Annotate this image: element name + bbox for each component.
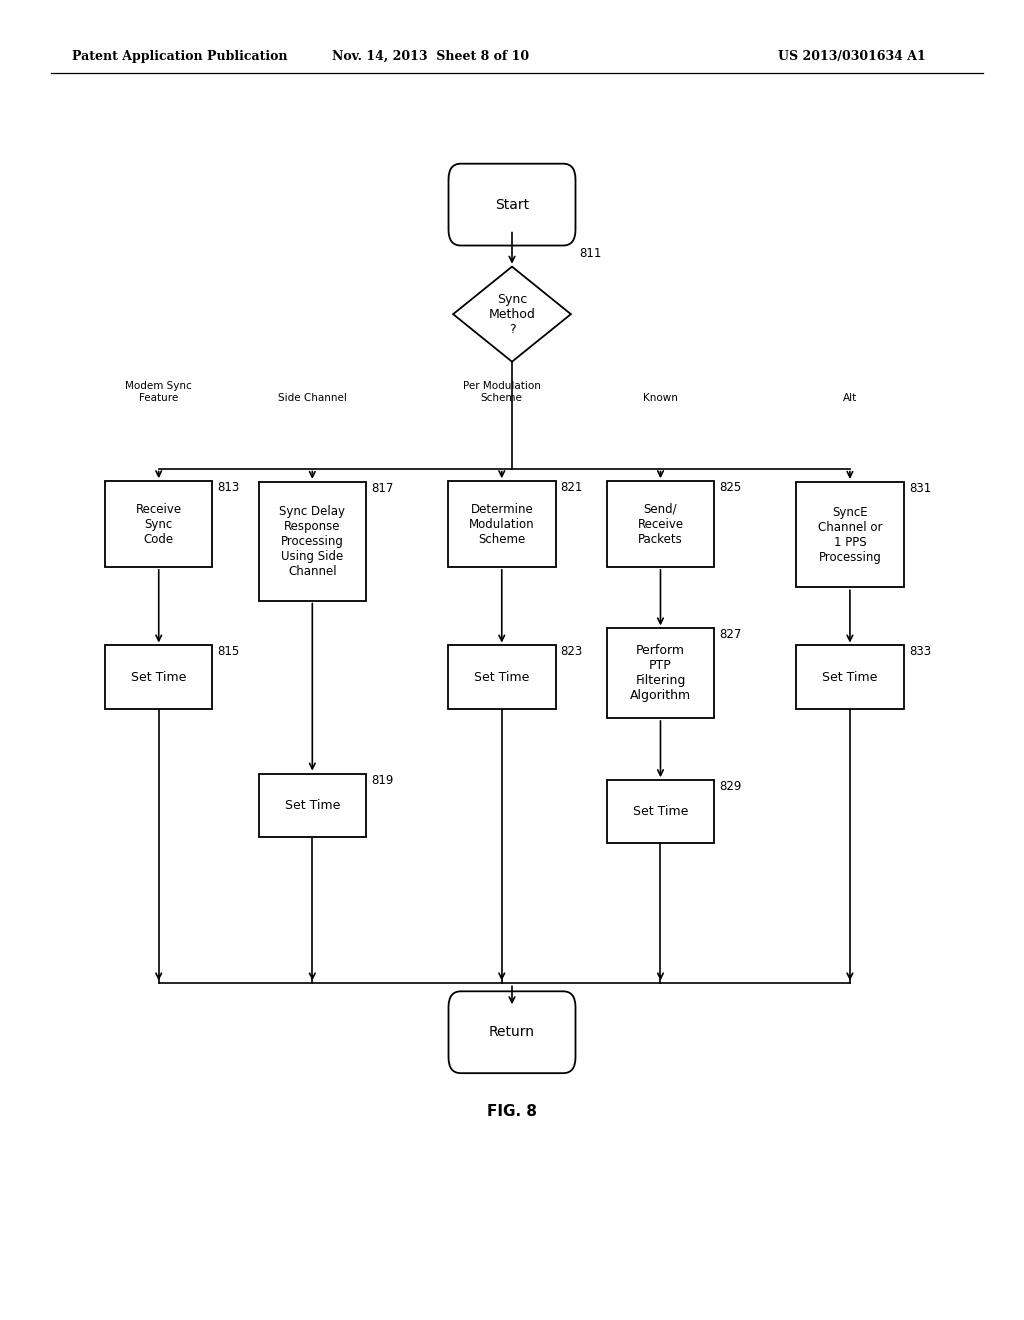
Text: Start: Start: [495, 198, 529, 211]
Bar: [258, 774, 367, 837]
Text: Patent Application Publication: Patent Application Publication: [72, 50, 287, 63]
Bar: [449, 645, 555, 709]
Bar: [258, 482, 367, 601]
FancyBboxPatch shape: [449, 164, 575, 246]
Text: 831: 831: [909, 482, 931, 495]
Bar: [449, 480, 555, 568]
Text: SyncE
Channel or
1 PPS
Processing: SyncE Channel or 1 PPS Processing: [818, 506, 882, 564]
Text: Set Time: Set Time: [633, 805, 688, 818]
Text: Modem Sync
Feature: Modem Sync Feature: [125, 381, 193, 403]
Text: 813: 813: [217, 482, 240, 494]
Text: Set Time: Set Time: [131, 671, 186, 684]
FancyBboxPatch shape: [449, 991, 575, 1073]
Text: Set Time: Set Time: [474, 671, 529, 684]
Text: Alt: Alt: [843, 392, 857, 403]
Text: Return: Return: [489, 1026, 535, 1039]
Bar: [105, 480, 213, 568]
Text: 833: 833: [909, 645, 931, 659]
Text: 819: 819: [371, 774, 393, 787]
Text: 829: 829: [719, 780, 741, 793]
Text: 827: 827: [719, 628, 741, 642]
Text: 821: 821: [561, 482, 583, 494]
Text: Receive
Sync
Code: Receive Sync Code: [135, 503, 182, 545]
Text: 815: 815: [217, 645, 240, 659]
Bar: [606, 480, 715, 568]
Text: Send/
Receive
Packets: Send/ Receive Packets: [637, 503, 684, 545]
Text: FIG. 8: FIG. 8: [487, 1104, 537, 1119]
Text: US 2013/0301634 A1: US 2013/0301634 A1: [778, 50, 926, 63]
Text: Sync
Method
?: Sync Method ?: [488, 293, 536, 335]
Bar: [606, 780, 715, 843]
Text: Set Time: Set Time: [822, 671, 878, 684]
Text: Side Channel: Side Channel: [278, 392, 347, 403]
Bar: [797, 645, 903, 709]
Text: Set Time: Set Time: [285, 799, 340, 812]
Text: 823: 823: [561, 645, 583, 659]
Bar: [105, 645, 213, 709]
Text: 825: 825: [719, 482, 741, 494]
Bar: [606, 628, 715, 718]
Text: 811: 811: [580, 247, 601, 260]
Text: Nov. 14, 2013  Sheet 8 of 10: Nov. 14, 2013 Sheet 8 of 10: [332, 50, 528, 63]
Text: Perform
PTP
Filtering
Algorithm: Perform PTP Filtering Algorithm: [630, 644, 691, 702]
Bar: [797, 482, 903, 587]
Polygon shape: [453, 267, 571, 362]
Text: Known: Known: [643, 392, 678, 403]
Text: 817: 817: [371, 482, 393, 495]
Text: Per Modulation
Scheme: Per Modulation Scheme: [463, 381, 541, 403]
Text: Determine
Modulation
Scheme: Determine Modulation Scheme: [469, 503, 535, 545]
Text: Sync Delay
Response
Processing
Using Side
Channel: Sync Delay Response Processing Using Sid…: [280, 504, 345, 578]
